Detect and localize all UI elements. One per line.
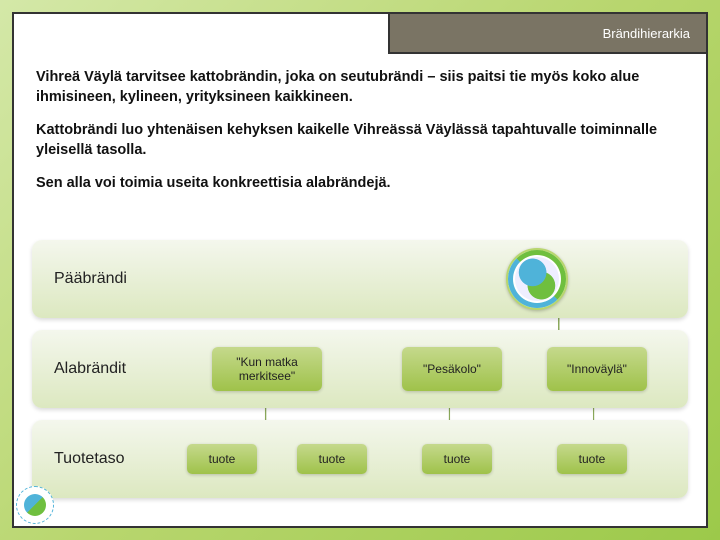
- main-brand-logo: [506, 248, 568, 310]
- paragraph-3: Sen alla voi toimia useita konkreettisia…: [36, 174, 684, 194]
- body-text: Vihreä Väylä tarvitsee kattobrändin, jok…: [36, 68, 684, 208]
- logo-icon: [515, 257, 559, 301]
- slide-title: Brändihierarkia: [603, 26, 690, 41]
- footer-logo-icon: [16, 486, 54, 524]
- slide-frame: Brändihierarkia Vihreä Väylä tarvitsee k…: [12, 12, 708, 528]
- row-product-level: Tuotetaso tuote tuote tuote tuote: [32, 420, 688, 498]
- subbrand-box-0: "Kun matka merkitsee": [212, 347, 322, 391]
- row-sub-brands: Alabrändit "Kun matka merkitsee" "Pesäkol…: [32, 330, 688, 408]
- subbrand-box-2: "Innoväylä": [547, 347, 647, 391]
- row-label-sub: Alabrändit: [54, 360, 126, 378]
- row-main-brand: Pääbrändi: [32, 240, 688, 318]
- title-bar: Brändihierarkia: [388, 12, 708, 54]
- paragraph-2: Kattobrändi luo yhtenäisen kehyksen kaik…: [36, 121, 684, 160]
- row-label-main: Pääbrändi: [54, 270, 127, 288]
- paragraph-1: Vihreä Väylä tarvitsee kattobrändin, jok…: [36, 68, 684, 107]
- brand-hierarchy-diagram: Pääbrändi Alabrändit "Kun matka merkitse…: [32, 240, 688, 512]
- product-box-3: tuote: [557, 444, 627, 474]
- row-label-prod: Tuotetaso: [54, 450, 125, 468]
- product-box-2: tuote: [422, 444, 492, 474]
- product-box-1: tuote: [297, 444, 367, 474]
- subbrand-box-1: "Pesäkolo": [402, 347, 502, 391]
- product-box-0: tuote: [187, 444, 257, 474]
